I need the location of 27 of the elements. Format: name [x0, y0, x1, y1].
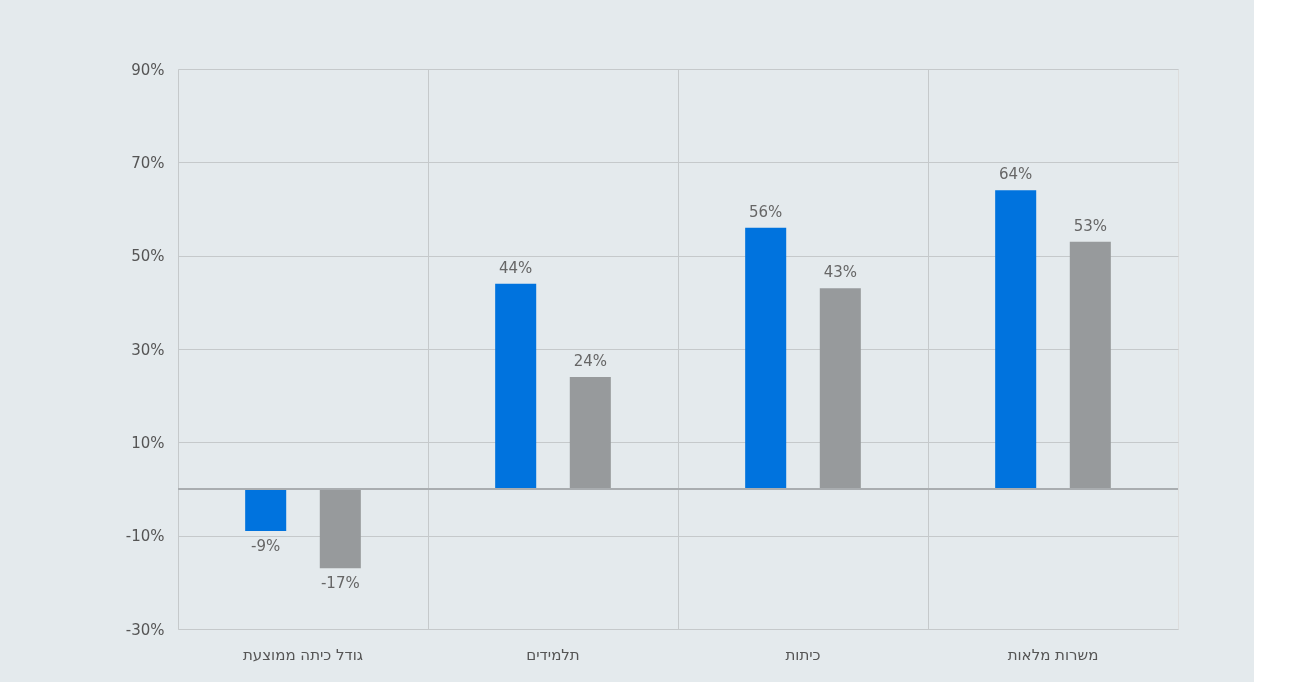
bar	[319, 489, 361, 569]
bar	[245, 489, 287, 531]
bar	[1069, 241, 1111, 489]
y-tick-label: 70%	[131, 153, 165, 172]
y-tick-label: 50%	[131, 247, 165, 266]
y-tick-label: -10%	[125, 527, 165, 546]
x-tick-label: תלמידים	[526, 645, 580, 664]
data-label: 44%	[499, 258, 533, 277]
x-tick-label: משרות מלאות	[1007, 645, 1099, 664]
data-label: -17%	[320, 574, 360, 593]
bar	[569, 377, 611, 489]
data-label: 56%	[749, 202, 783, 221]
bar	[745, 227, 787, 489]
y-tick-label: 30%	[131, 340, 165, 359]
bar	[819, 288, 861, 489]
data-label: 53%	[1073, 216, 1107, 235]
y-tick-label: 90%	[131, 60, 165, 79]
x-tick-label: כיתות	[785, 645, 821, 664]
y-tick-label: 10%	[131, 433, 165, 452]
data-label: -9%	[251, 537, 281, 555]
data-label: 24%	[573, 352, 607, 370]
data-label: 64%	[999, 165, 1033, 184]
data-label: 43%	[823, 263, 857, 282]
x-tick-label: גודל כיתה ממוצעת	[242, 645, 364, 664]
y-tick-label: -30%	[125, 620, 165, 639]
bar	[995, 190, 1037, 489]
bar	[495, 283, 537, 489]
